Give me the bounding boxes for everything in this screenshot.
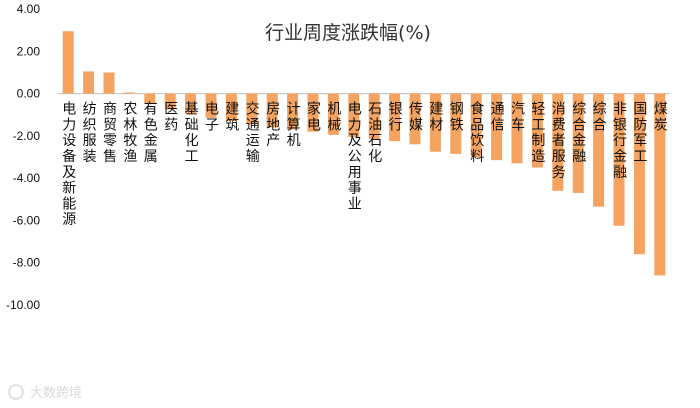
y-tick-label: 4.00 — [17, 2, 41, 16]
bar — [613, 93, 625, 226]
bars — [62, 31, 666, 276]
bar — [572, 93, 584, 193]
bar — [185, 93, 197, 114]
bar — [307, 93, 319, 132]
category-label: 电力及公用事业 — [348, 102, 362, 213]
y-tick-label: -2.00 — [13, 129, 41, 143]
category-label: 银行 — [389, 102, 403, 134]
bar — [266, 93, 278, 128]
category-label: 交通运输 — [246, 101, 260, 165]
bar — [552, 93, 564, 191]
category-label: 食品饮料 — [470, 101, 484, 165]
watermark-logo-icon — [8, 384, 24, 400]
category-label: 非银行金融 — [613, 102, 627, 181]
bar — [348, 93, 360, 137]
category-label: 钢铁 — [450, 102, 464, 134]
bar — [225, 93, 237, 122]
category-label: 综合金融 — [572, 102, 586, 165]
category-label: 机械 — [327, 102, 341, 134]
bar — [491, 93, 503, 161]
watermark-text: 大数跨境 — [30, 386, 82, 401]
category-label: 房地产 — [266, 102, 280, 150]
bar — [123, 92, 135, 94]
y-tick-label: -6.00 — [13, 213, 41, 227]
y-tick-label: 2.00 — [17, 44, 41, 58]
category-label: 国防军工 — [633, 102, 647, 165]
category-labels: 电力设备及新能源纺织服装商贸零售农林牧渔有色金属医药基础化工电子建筑交通运输房地… — [62, 101, 668, 229]
bar — [470, 93, 482, 157]
bar — [368, 93, 380, 140]
bar — [593, 93, 605, 207]
category-label: 通信 — [491, 102, 505, 134]
bar — [409, 93, 421, 145]
bar — [83, 71, 95, 94]
category-label: 建材 — [429, 102, 443, 134]
bar — [531, 93, 543, 168]
chart-title: 行业周度涨跌幅(%) — [265, 22, 431, 44]
bar — [654, 93, 666, 276]
bar — [450, 93, 462, 154]
y-tick-label: 0.00 — [17, 87, 41, 101]
category-label: 煤炭 — [654, 102, 668, 134]
bar — [633, 93, 645, 255]
y-axis: 4.00 2.00 0.00 -2.00 -4.00 -6.00 -8.00 -10.00 — [6, 2, 670, 312]
category-label: 家电 — [307, 101, 321, 134]
category-label: 医药 — [164, 102, 178, 134]
category-label: 消费者服务 — [552, 102, 566, 181]
category-label: 商贸零售 — [103, 102, 117, 165]
y-tick-label: -4.00 — [13, 171, 41, 185]
bar — [144, 93, 156, 105]
bar — [164, 93, 176, 110]
category-label: 电力设备及新能源 — [62, 102, 76, 229]
bar — [103, 72, 115, 94]
bar — [205, 93, 217, 118]
category-label: 纺织服装 — [83, 102, 97, 165]
category-label: 传媒 — [409, 102, 423, 134]
bar — [389, 93, 401, 142]
category-label: 计算机 — [287, 102, 301, 150]
category-label: 农林牧渔 — [123, 102, 137, 165]
bar — [287, 93, 299, 130]
category-label: 汽车 — [511, 102, 525, 134]
category-label: 轻工制造 — [531, 102, 545, 165]
category-label: 基础化工 — [185, 101, 199, 165]
y-tick-label: -8.00 — [13, 256, 41, 270]
bar — [429, 93, 441, 152]
watermark: 大数跨境 — [8, 384, 82, 401]
category-label: 石油石化 — [368, 102, 382, 165]
category-label: 有色金属 — [144, 102, 158, 165]
bar — [511, 93, 523, 164]
bar — [327, 93, 339, 135]
bar — [62, 31, 74, 94]
y-tick-label: -10.00 — [6, 298, 40, 312]
category-label: 电子 — [205, 102, 219, 134]
bar — [246, 93, 258, 125]
category-label: 综合 — [593, 102, 607, 134]
category-label: 建筑 — [225, 102, 239, 134]
